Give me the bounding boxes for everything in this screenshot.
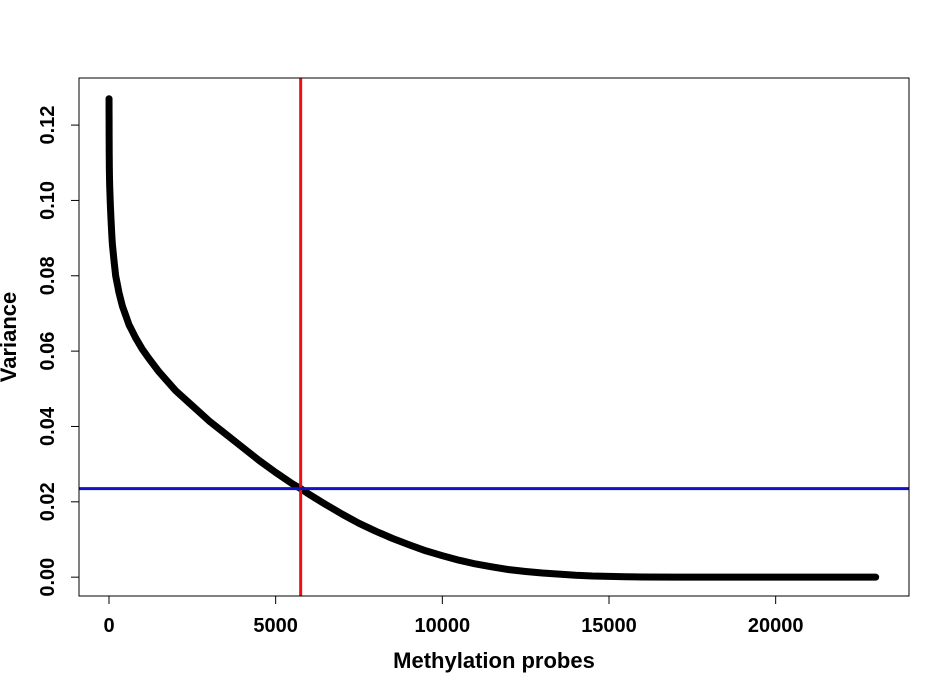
data-point	[506, 566, 512, 573]
y-tick-label: 0.02	[37, 482, 59, 521]
data-point	[556, 571, 562, 578]
data-point	[119, 302, 126, 309]
reference-lines	[79, 78, 909, 596]
data-point	[106, 174, 113, 181]
data-point	[112, 272, 119, 279]
data-point	[389, 535, 396, 542]
data-point	[622, 573, 629, 580]
data-point	[589, 573, 596, 580]
data-point	[108, 216, 114, 223]
y-tick-label: 0.12	[37, 106, 59, 145]
data-point	[422, 547, 429, 554]
x-axis-title: Methylation probes	[393, 648, 595, 673]
data-point	[839, 574, 846, 581]
data-point	[139, 346, 146, 353]
data-point	[108, 229, 115, 236]
data-point	[106, 182, 113, 189]
data-point	[146, 355, 152, 362]
data-point	[122, 312, 129, 319]
data-point	[522, 568, 529, 575]
data-point	[107, 191, 113, 198]
data-point	[109, 240, 116, 247]
data-point	[456, 557, 462, 564]
series-curve	[105, 95, 880, 581]
data-point	[222, 431, 229, 438]
y-axis: 0.00 0.02 0.04 0.06 0.08 0.10 0.12	[37, 106, 79, 597]
x-tick-label: 20000	[748, 615, 804, 637]
x-axis: 0 5000 10000 15000 20000	[103, 596, 803, 637]
data-point	[672, 574, 679, 581]
data-point	[339, 511, 346, 518]
data-point	[106, 155, 113, 162]
data-point	[406, 541, 412, 548]
data-point	[872, 574, 879, 581]
y-tick-label: 0.08	[37, 256, 59, 295]
data-point	[322, 501, 329, 508]
y-tick-label: 0.04	[37, 406, 59, 446]
data-point	[156, 368, 162, 375]
data-point	[256, 457, 262, 464]
data-point	[372, 528, 379, 535]
data-point	[106, 139, 113, 146]
data-point	[116, 289, 122, 296]
data-point	[132, 334, 139, 341]
data-point	[439, 552, 446, 559]
data-point	[356, 520, 362, 527]
x-tick-label: 5000	[253, 615, 298, 637]
data-point	[539, 570, 546, 577]
data-point	[239, 444, 246, 451]
data-point	[206, 417, 212, 424]
data-point	[706, 574, 712, 581]
plot-frame	[78, 77, 910, 597]
data-point	[572, 572, 579, 579]
data-point	[172, 387, 179, 394]
data-point	[107, 201, 114, 208]
data-point	[106, 95, 113, 102]
x-tick-label: 15000	[581, 615, 637, 637]
data-point	[489, 563, 496, 570]
data-point	[126, 321, 132, 328]
data-point	[189, 402, 196, 409]
data-point	[106, 163, 113, 170]
data-point	[111, 257, 117, 264]
y-tick-label: 0.06	[37, 332, 59, 371]
data-point	[272, 469, 279, 476]
y-tick-label: 0.00	[37, 558, 59, 597]
plot-area	[105, 95, 880, 581]
data-point	[106, 112, 113, 119]
data-point	[639, 573, 646, 580]
data-point	[772, 574, 779, 581]
data-point	[106, 133, 113, 140]
data-point	[306, 491, 312, 498]
y-axis-title: Variance	[0, 292, 21, 383]
y-tick-label: 0.10	[37, 181, 59, 220]
data-point	[806, 574, 812, 581]
data-point	[739, 574, 746, 581]
x-tick-label: 0	[103, 615, 114, 637]
data-point	[289, 480, 296, 487]
data-point	[472, 560, 479, 567]
x-tick-label: 10000	[415, 615, 471, 637]
data-point	[106, 169, 113, 176]
data-point	[106, 118, 113, 125]
data-point	[606, 573, 612, 580]
